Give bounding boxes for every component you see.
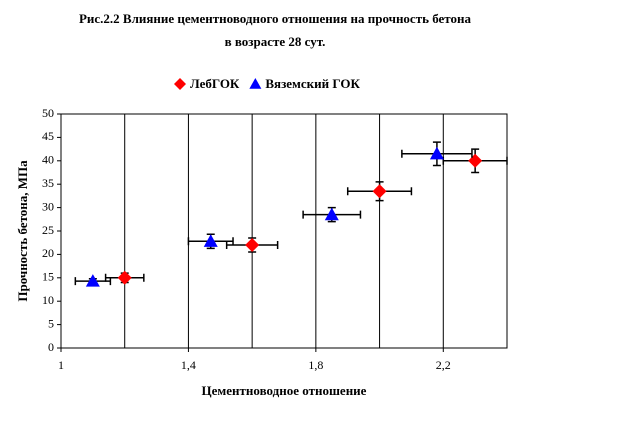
x-tick-label: 1,8 bbox=[308, 358, 323, 372]
point bbox=[85, 274, 100, 287]
chart-title: в возрасте 28 сут. bbox=[225, 34, 326, 49]
point bbox=[203, 234, 218, 247]
y-tick-label: 5 bbox=[48, 316, 54, 330]
y-tick-label: 15 bbox=[42, 270, 54, 284]
x-tick-label: 1 bbox=[58, 358, 64, 372]
point bbox=[468, 153, 483, 168]
legend-marker bbox=[174, 78, 186, 90]
y-tick-label: 25 bbox=[42, 223, 54, 237]
chart-title: Рис.2.2 Влияние цементноводного отношени… bbox=[79, 11, 472, 26]
y-tick-label: 30 bbox=[42, 199, 54, 213]
point bbox=[245, 238, 260, 253]
y-tick-label: 0 bbox=[48, 340, 54, 354]
x-tick-label: 2,2 bbox=[436, 358, 451, 372]
point bbox=[324, 207, 339, 221]
y-tick-label: 45 bbox=[42, 129, 54, 143]
y-tick-label: 10 bbox=[42, 293, 54, 307]
y-tick-label: 50 bbox=[42, 106, 54, 120]
y-tick-label: 40 bbox=[42, 153, 54, 167]
legend-label: ЛебГОК bbox=[190, 76, 240, 91]
legend-label: Вяземский ГОК bbox=[265, 76, 360, 91]
y-axis-label: Прочность бетона, МПа bbox=[15, 160, 30, 302]
x-axis-label: Цементноводное отношение bbox=[202, 383, 367, 398]
point bbox=[117, 270, 132, 285]
y-tick-label: 35 bbox=[42, 176, 54, 190]
plot-area bbox=[60, 113, 508, 349]
y-tick-label: 20 bbox=[42, 246, 54, 260]
x-tick-label: 1,4 bbox=[181, 358, 196, 372]
point bbox=[429, 146, 444, 160]
point bbox=[372, 184, 387, 199]
legend-marker bbox=[249, 78, 262, 89]
